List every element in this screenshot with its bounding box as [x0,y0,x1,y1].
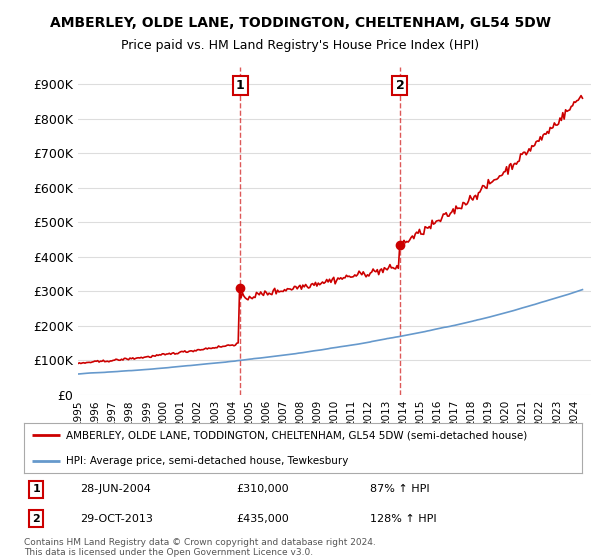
Text: HPI: Average price, semi-detached house, Tewkesbury: HPI: Average price, semi-detached house,… [66,456,348,465]
Text: Contains HM Land Registry data © Crown copyright and database right 2024.
This d: Contains HM Land Registry data © Crown c… [24,538,376,557]
Text: £435,000: £435,000 [236,514,289,524]
Text: Price paid vs. HM Land Registry's House Price Index (HPI): Price paid vs. HM Land Registry's House … [121,39,479,52]
Text: 1: 1 [32,484,40,494]
Text: 2: 2 [32,514,40,524]
Text: 29-OCT-2013: 29-OCT-2013 [80,514,152,524]
Text: 28-JUN-2004: 28-JUN-2004 [80,484,151,494]
Text: AMBERLEY, OLDE LANE, TODDINGTON, CHELTENHAM, GL54 5DW: AMBERLEY, OLDE LANE, TODDINGTON, CHELTEN… [49,16,551,30]
Text: AMBERLEY, OLDE LANE, TODDINGTON, CHELTENHAM, GL54 5DW (semi-detached house): AMBERLEY, OLDE LANE, TODDINGTON, CHELTEN… [66,431,527,440]
Text: 87% ↑ HPI: 87% ↑ HPI [370,484,430,494]
Text: 1: 1 [236,78,245,92]
Text: £310,000: £310,000 [236,484,289,494]
Text: 128% ↑ HPI: 128% ↑ HPI [370,514,437,524]
Text: 2: 2 [395,78,404,92]
